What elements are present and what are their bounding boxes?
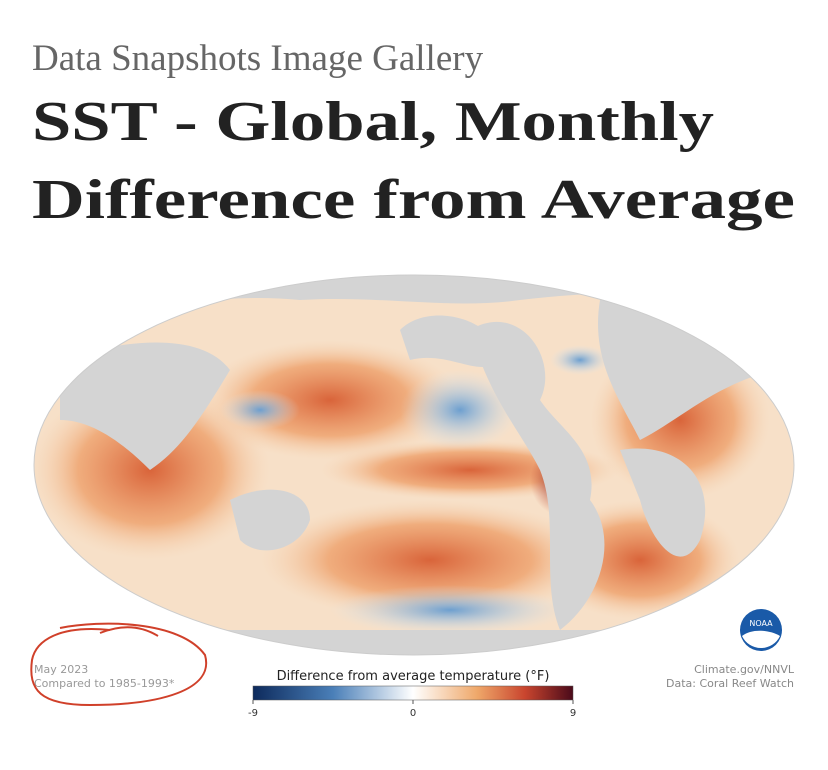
map-outline bbox=[33, 274, 795, 656]
logo-text: NOAA bbox=[749, 619, 773, 628]
gallery-subtitle: Data Snapshots Image Gallery bbox=[32, 38, 484, 79]
page-title: SST - Global, Monthly bbox=[32, 91, 714, 153]
map-credit: Climate.gov/NNVL bbox=[694, 663, 795, 676]
colorbar-title: Difference from average temperature (°F) bbox=[277, 669, 550, 684]
map-source: Data: Coral Reef Watch bbox=[666, 677, 794, 690]
colorbar bbox=[252, 685, 574, 701]
page-title: Difference from Average bbox=[32, 169, 795, 231]
map-date: May 2023 bbox=[34, 663, 88, 676]
colorbar-tick-label: -9 bbox=[248, 708, 258, 719]
colorbar-tick-label: 0 bbox=[410, 708, 416, 719]
noaa-logo: NOAA bbox=[740, 609, 782, 651]
colorbar-tick-label: 9 bbox=[570, 708, 576, 719]
hand-annotation bbox=[30, 622, 208, 707]
map-baseline: Compared to 1985-1993* bbox=[34, 677, 175, 690]
